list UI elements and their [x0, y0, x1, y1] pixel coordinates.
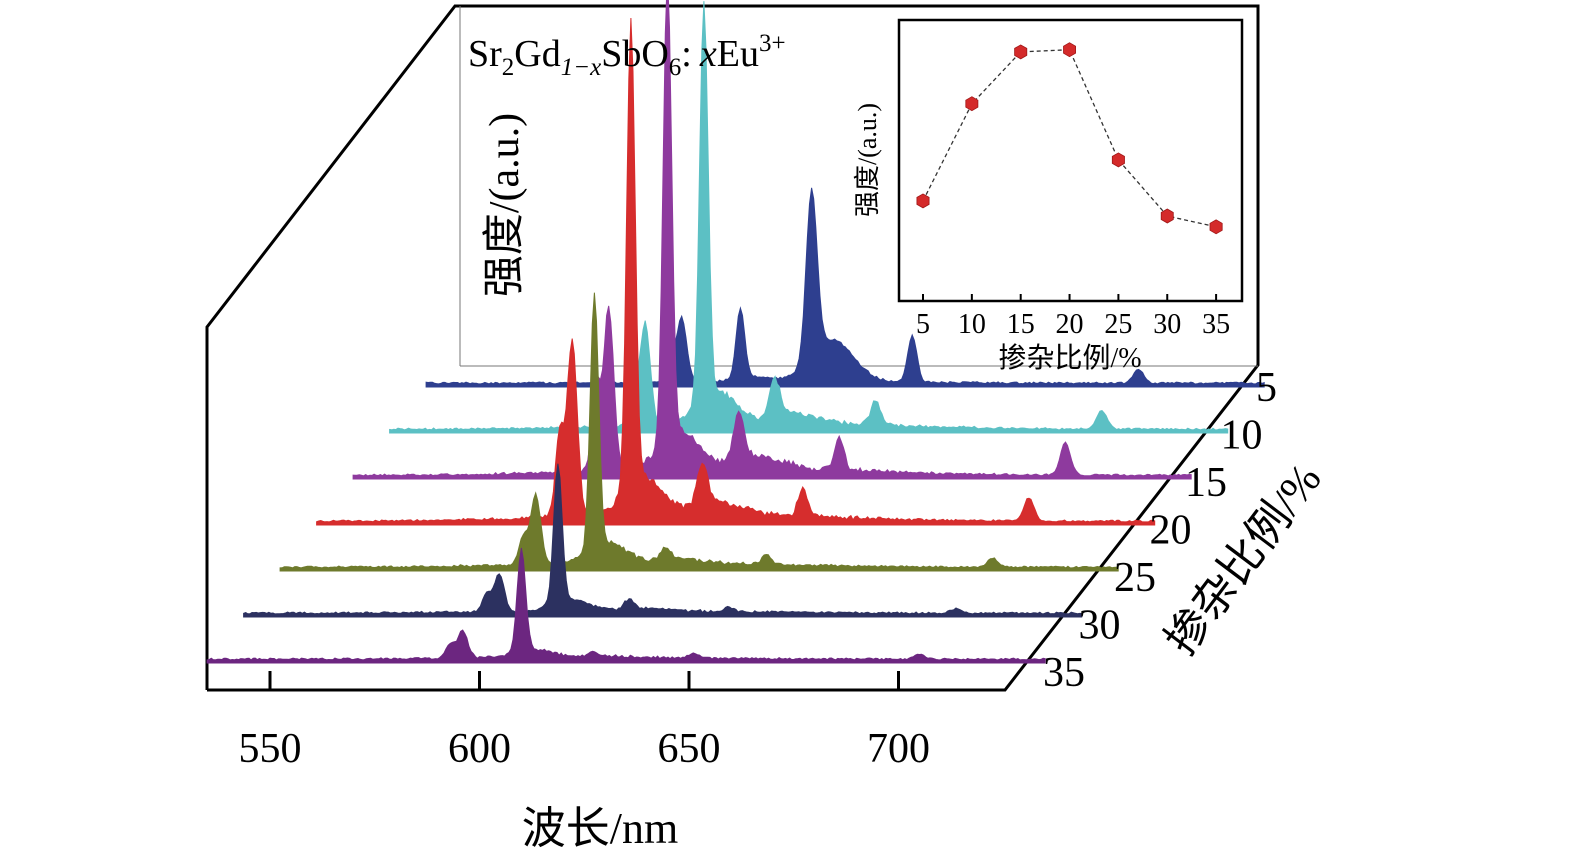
x-axis: 550 600 650 700 [239, 671, 930, 772]
inset-x-axis: 5 10 15 20 25 30 35 [916, 294, 1230, 340]
inset-x-tick-label-5: 5 [916, 309, 930, 340]
inset-x-tick-label-25: 25 [1104, 309, 1132, 340]
title-sr: Sr [468, 33, 502, 75]
inset-x-tick-label-10: 10 [958, 309, 986, 340]
inset-y-axis-label: 强度/(a.u.) [853, 103, 882, 217]
title-colon: : [681, 33, 692, 75]
title-eu-sup: 3+ [759, 30, 786, 57]
frame-outline [205, 4, 1260, 692]
inset-x-tick-label-20: 20 [1056, 309, 1084, 340]
title-gd-sub: 1−x [561, 54, 601, 81]
z-label-10: 10 [1221, 413, 1263, 459]
z-label-30: 30 [1079, 603, 1121, 649]
title-x: x [699, 33, 717, 75]
z-label-15: 15 [1185, 460, 1227, 506]
inset-point-30 [1160, 208, 1174, 224]
title-eu: Eu [717, 33, 759, 75]
x-tick-label-600: 600 [448, 726, 511, 772]
x-axis-label: 波长/nm [522, 804, 678, 853]
z-label-35: 35 [1043, 650, 1085, 696]
inset-point-25 [1111, 152, 1125, 168]
spectrum-series-35 [206, 547, 1046, 664]
title-sbo: SbO [601, 33, 669, 75]
z-label-5: 5 [1256, 365, 1277, 411]
inset-point-20 [1063, 42, 1076, 58]
inset-point-10 [965, 96, 979, 112]
spectrum-series-5 [425, 187, 1265, 388]
x-tick-label-700: 700 [867, 726, 930, 772]
inset-frame [897, 18, 1244, 303]
spectrum-series-25 [279, 292, 1119, 572]
spectrum-series-15 [352, 0, 1192, 480]
title-gd: Gd [514, 33, 560, 75]
inset-point-15 [1014, 44, 1028, 60]
spectra-group [206, 0, 1265, 664]
z-label-25: 25 [1114, 555, 1156, 601]
inset-series [916, 42, 1223, 235]
spectrum-series-20 [316, 17, 1156, 526]
y-axis-label: 强度/(a.u.) [482, 113, 528, 297]
z-label-20: 20 [1150, 508, 1192, 554]
z-axis-label: 掺杂比例/% [1156, 455, 1330, 664]
inset-x-tick-label-30: 30 [1153, 309, 1181, 340]
spectrum-series-10 [389, 1, 1229, 434]
inset-x-axis-label: 掺杂比例/% [998, 342, 1141, 374]
inset-point-35 [1209, 219, 1223, 235]
x-tick-label-650: 650 [658, 726, 721, 772]
inset-chart: 5 10 15 20 25 30 35 强度/(a.u.) 掺杂比例/% [853, 18, 1244, 374]
inset-x-tick-label-15: 15 [1007, 309, 1035, 340]
title-sr-sub: 2 [502, 54, 515, 81]
spectrum-series-30 [243, 463, 1083, 618]
title-sbo-sub: 6 [669, 54, 682, 81]
chart-title: Sr2Gd1−xSbO6: xEu3+ [468, 30, 786, 81]
x-tick-label-550: 550 [239, 726, 302, 772]
inset-point-5 [916, 193, 930, 209]
inset-x-tick-label-35: 35 [1202, 309, 1230, 340]
